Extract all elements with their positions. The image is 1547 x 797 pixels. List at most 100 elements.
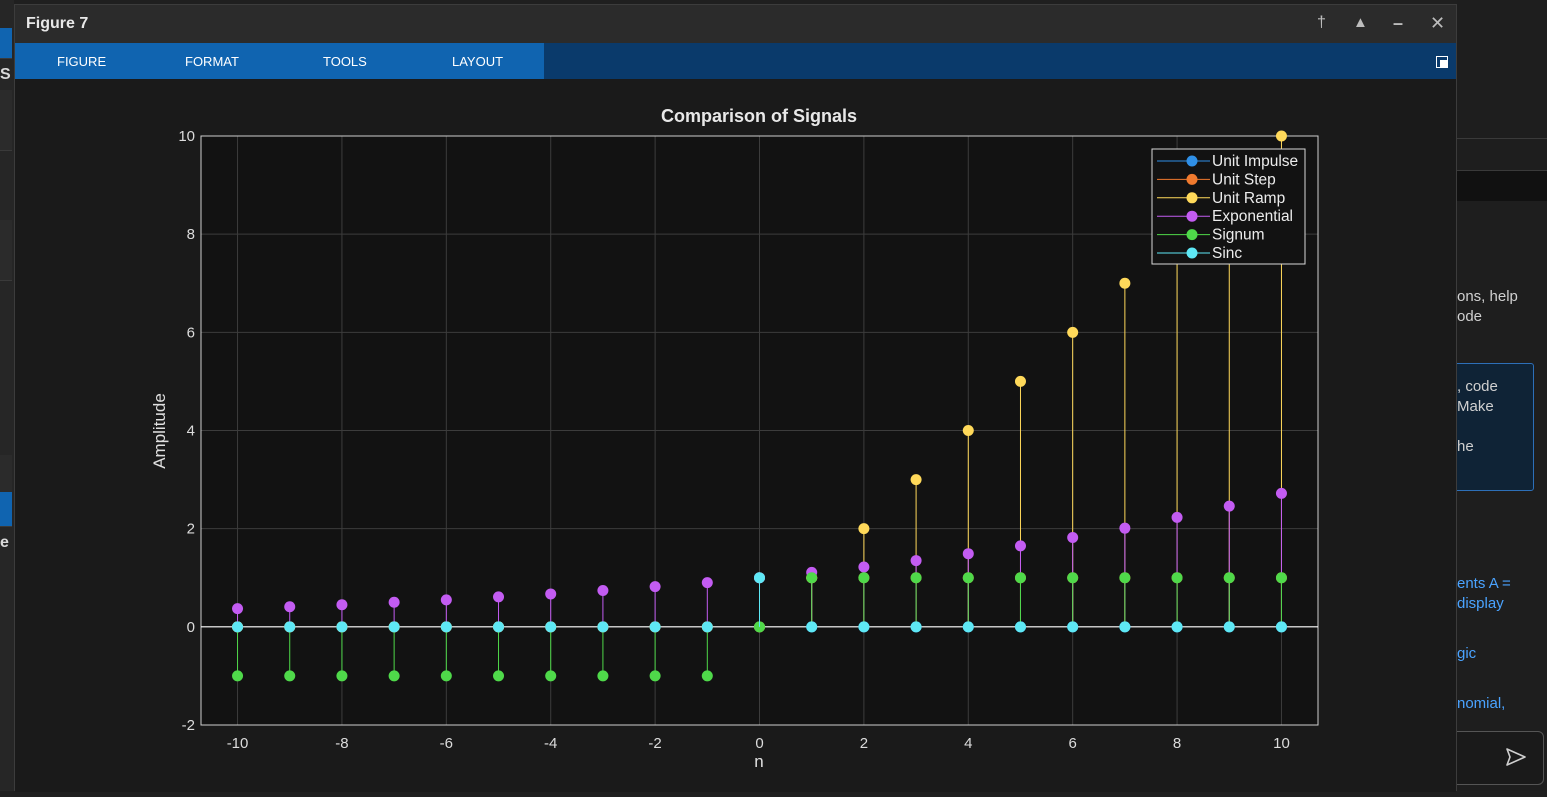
stem-marker: [910, 572, 922, 584]
x-tick-label: 6: [1069, 735, 1077, 752]
axes-frame: [200, 135, 1319, 726]
stem-marker: [1119, 277, 1131, 289]
stem-marker: [1171, 621, 1183, 633]
stem-marker: [858, 621, 870, 633]
stem-marker: [962, 621, 974, 633]
pin-icon[interactable]: †: [1317, 14, 1326, 31]
background-panel-segment: [0, 455, 12, 496]
stem-marker: [545, 588, 557, 600]
stem-marker: [388, 670, 400, 682]
legend-marker: [1186, 210, 1198, 222]
stem-marker: [701, 621, 713, 633]
stem-marker: [649, 621, 661, 633]
y-tick-label: 0: [187, 619, 195, 636]
stem-marker: [1223, 621, 1235, 633]
stem-marker: [754, 572, 765, 584]
stem-marker: [1014, 621, 1026, 633]
background-text: ode: [1457, 308, 1483, 325]
expand-toolstrip-icon[interactable]: [1436, 56, 1448, 68]
stem-marker: [1014, 572, 1026, 584]
background-text: , code: [1457, 378, 1498, 395]
tab-layout[interactable]: LAYOUT: [452, 54, 504, 69]
stem-marker: [1067, 326, 1079, 338]
close-icon[interactable]: ✕: [1430, 13, 1446, 33]
legend-marker: [1186, 229, 1198, 241]
stem-marker: [1275, 621, 1287, 633]
stem-marker: [336, 621, 348, 633]
legend-label: Exponential: [1212, 208, 1293, 225]
stem-marker: [1223, 572, 1235, 584]
stem-marker: [1067, 532, 1079, 544]
stem-marker: [232, 603, 244, 615]
tab-format[interactable]: FORMAT: [185, 54, 239, 69]
background-letter: e: [0, 534, 9, 551]
background-toolbar: [1457, 170, 1547, 201]
background-left-panel: S e: [0, 0, 14, 791]
send-icon[interactable]: [1505, 746, 1527, 768]
y-axis-label: Amplitude: [150, 393, 169, 469]
stem-marker: [545, 621, 557, 633]
y-tick-label: 8: [187, 226, 195, 243]
background-panel-segment: [0, 90, 12, 151]
y-tick-label: 4: [187, 423, 195, 440]
legend-box: [1151, 148, 1306, 265]
tab-tools[interactable]: TOOLS: [323, 54, 367, 69]
stem-marker: [1275, 572, 1287, 584]
stem-marker: [910, 555, 922, 567]
window-title: Figure 7: [26, 15, 89, 32]
stem-marker: [1014, 375, 1026, 387]
background-link[interactable]: gic: [1457, 645, 1477, 662]
stem-marker: [440, 594, 452, 606]
stem-marker: [858, 572, 870, 584]
stem-marker: [1119, 522, 1131, 534]
tick-labels: -10 -8 -6 -4 -2 0 2 4 6 8 10 -2 0 2 4 6 8 10: [178, 128, 1289, 752]
legend-label: Unit Ramp: [1212, 190, 1285, 207]
stem-marker: [701, 577, 713, 589]
x-tick-label: -2: [648, 735, 661, 752]
stem-marker: [232, 621, 244, 633]
chat-input[interactable]: [1457, 731, 1544, 785]
background-message-box: [1457, 363, 1534, 491]
legend-marker: [1186, 247, 1198, 259]
stem-marker: [1067, 621, 1079, 633]
stem-marker: [910, 474, 922, 486]
stem-marker: [597, 670, 609, 682]
x-tick-label: -4: [544, 735, 557, 752]
stem-marker: [336, 599, 348, 611]
figure-window: Figure 7 † ▲ – ✕ FIGURE FORMAT TOOLS LAY…: [14, 4, 1457, 792]
background-link[interactable]: ents A =: [1457, 575, 1511, 592]
stem-marker: [493, 591, 505, 603]
background-link[interactable]: nomial,: [1457, 695, 1506, 712]
stem-marker: [1014, 540, 1026, 552]
title-bar: Figure 7 † ▲ – ✕: [15, 5, 1456, 43]
chart-title: Comparison of Signals: [661, 106, 857, 126]
stem-marker: [597, 621, 609, 633]
stem-marker: [284, 670, 296, 682]
stem-marker: [493, 621, 505, 633]
stem-marker: [1119, 572, 1131, 584]
stems: [232, 130, 1287, 682]
background-link[interactable]: display: [1457, 595, 1504, 612]
stem-marker: [545, 670, 557, 682]
minimize-icon[interactable]: –: [1393, 13, 1404, 33]
x-axis-label: n: [754, 752, 763, 771]
tab-figure[interactable]: FIGURE: [57, 54, 107, 69]
y-tick-label: 10: [178, 128, 195, 145]
stem-marker: [388, 621, 400, 633]
undock-icon[interactable]: ▲: [1353, 14, 1368, 31]
y-tick-label: 6: [187, 324, 195, 341]
stem-marker: [440, 670, 452, 682]
legend-label: Sinc: [1212, 245, 1242, 262]
stem-marker: [1171, 572, 1183, 584]
stem-marker: [284, 621, 296, 633]
legend-label: Unit Impulse: [1212, 153, 1298, 170]
stem-chart[interactable]: -10 -8 -6 -4 -2 0 2 4 6 8 10 -2 0 2 4 6 8 10 Comparison o…: [15, 79, 1456, 792]
stem-marker: [232, 670, 244, 682]
stem-marker: [806, 621, 818, 633]
stem-marker: [284, 601, 296, 613]
stem-marker: [649, 581, 661, 593]
legend-marker: [1186, 173, 1198, 185]
background-text: ons, help: [1457, 288, 1518, 305]
ribbon-toolstrip: FIGURE FORMAT TOOLS LAYOUT: [15, 43, 1456, 79]
